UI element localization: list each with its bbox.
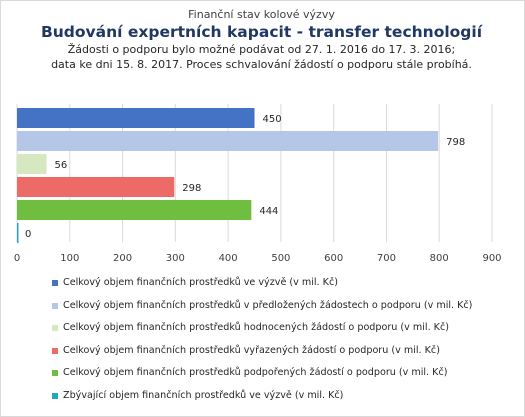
chart-header: Finanční stav kolové výzvy Budování expe… <box>0 8 523 72</box>
data-labels: 450 798 56 298 444 0 <box>25 114 465 240</box>
legend-swatch-4 <box>52 370 58 377</box>
chart-title: Budování expertních kapacit - transfer t… <box>40 23 483 41</box>
bar-2 <box>17 154 47 174</box>
x-tick-label-9: 900 <box>482 253 501 264</box>
bar-0 <box>17 108 255 128</box>
bar-label-0: 450 <box>263 114 282 125</box>
bar-1 <box>17 131 439 151</box>
bar-label-2: 56 <box>55 160 68 171</box>
bar-label-5: 0 <box>25 229 31 240</box>
bar-label-1: 798 <box>446 137 465 148</box>
legend-swatch-2 <box>52 325 58 332</box>
chart-kicker: Finanční stav kolové výzvy <box>188 8 335 21</box>
legend-swatch-0 <box>52 280 58 286</box>
x-tick-label-3: 300 <box>166 253 185 264</box>
bar-label-3: 298 <box>182 183 201 194</box>
legend-label-5: Zbývající objem finančních prostředků ve… <box>63 389 344 401</box>
legend-label-3: Celkový objem finančních prostředků vyřa… <box>63 344 440 356</box>
x-tick-label-1: 100 <box>60 253 79 264</box>
chart-subtitle-line-2: data ke dni 15. 8. 2017. Proces schvalov… <box>51 58 472 71</box>
legend-swatch-5 <box>52 392 58 399</box>
bar-5-marker <box>17 223 19 243</box>
legend-swatch-1 <box>52 302 58 309</box>
bar-3 <box>17 177 175 197</box>
legend-item-2: Celkový objem finančních prostředků hodn… <box>52 317 517 340</box>
legend-label-1: Celkový objem finančních prostředků v př… <box>63 299 473 311</box>
x-axis-ticks: 0 100 200 300 400 500 600 700 800 900 <box>14 253 502 264</box>
legend-item-3: Celkový objem finančních prostředků vyřa… <box>52 340 517 363</box>
legend-item-4: Celkový objem finančních prostředků podp… <box>52 362 517 385</box>
bar-4 <box>17 200 252 220</box>
x-tick-label-7: 700 <box>377 253 396 264</box>
legend-label-2: Celkový objem finančních prostředků hodn… <box>63 322 449 334</box>
legend-item-0: Celkový objem finančních prostředků ve v… <box>52 272 517 295</box>
x-tick-label-0: 0 <box>14 253 20 264</box>
x-tick-label-2: 200 <box>113 253 132 264</box>
bar-label-4: 444 <box>259 206 278 217</box>
legend-label-4: Celkový objem finančních prostředků podp… <box>63 367 448 379</box>
legend-label-0: Celkový objem finančních prostředků ve v… <box>63 277 338 288</box>
x-tick-label-4: 400 <box>219 253 238 264</box>
legend-item-1: Celkový objem finančních prostředků v př… <box>52 295 517 318</box>
x-tick-label-5: 500 <box>271 253 290 264</box>
legend-swatch-3 <box>52 347 58 354</box>
legend-item-5: Zbývající objem finančních prostředků ve… <box>52 385 517 408</box>
x-tick-label-6: 600 <box>324 253 343 264</box>
legend: Celkový objem finančních prostředků ve v… <box>52 272 517 408</box>
chart-subtitle-line-1: Žádosti o podporu bylo možné podávat od … <box>67 43 456 56</box>
bars <box>17 108 439 243</box>
x-tick-label-8: 800 <box>430 253 449 264</box>
